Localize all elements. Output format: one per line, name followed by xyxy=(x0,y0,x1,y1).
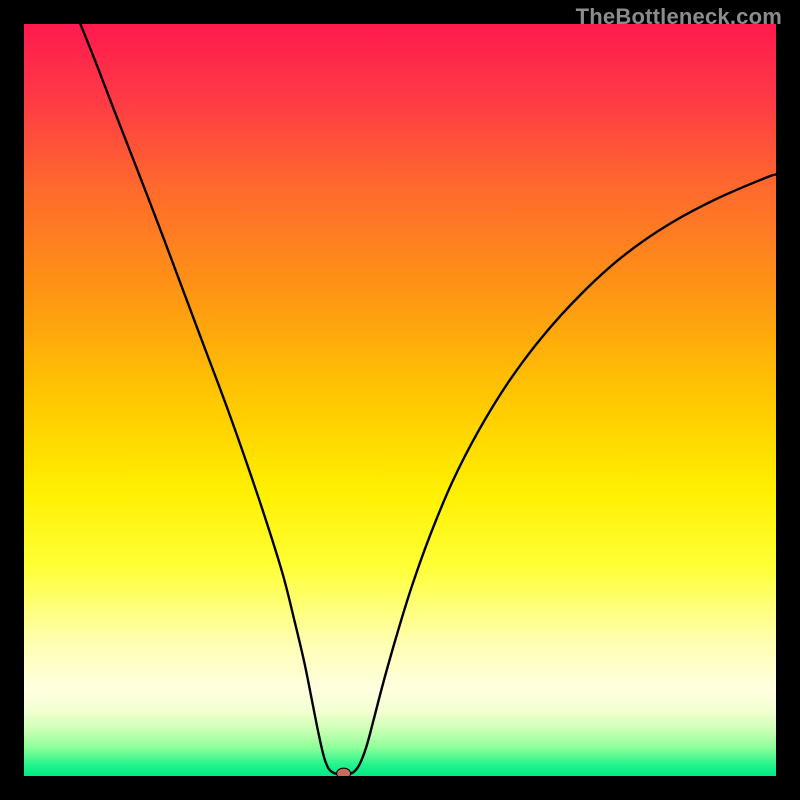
bottleneck-chart xyxy=(0,0,800,800)
chart-canvas: TheBottleneck.com xyxy=(0,0,800,800)
watermark-text: TheBottleneck.com xyxy=(576,4,782,30)
plot-background-gradient xyxy=(24,24,776,776)
